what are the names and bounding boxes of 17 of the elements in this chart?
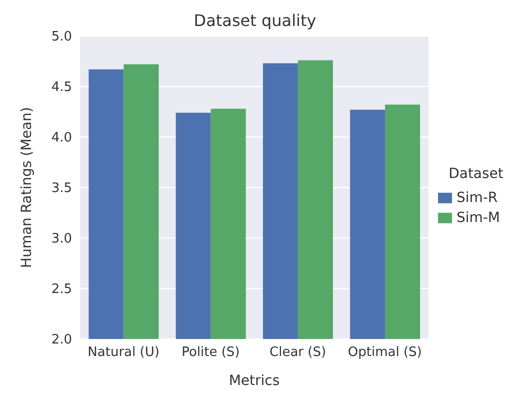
chart-title: Dataset quality [194,11,316,30]
legend-label: Sim-M [456,210,500,226]
y-tick-label: 5.0 [51,30,72,45]
legend-title: Dataset [448,166,504,182]
y-axis-title: Human Ratings (Mean) [18,107,35,268]
x-tick-label: Polite (S) [182,345,240,360]
y-tick-label: 4.5 [51,80,72,96]
y-tick-label: 3.0 [51,232,72,247]
x-axis-title: Metrics [228,373,280,389]
y-tick-label: 4.0 [51,130,72,146]
x-tick-label: Natural (U) [88,345,160,360]
y-tick-label: 2.0 [51,332,72,348]
y-tick-label: 2.5 [51,282,72,298]
x-tick-label: Clear (S) [270,345,326,360]
y-tick-label: 3.5 [51,181,72,196]
x-tick-label: Optimal (S) [348,345,422,360]
legend-label: Sim-R [456,190,498,206]
